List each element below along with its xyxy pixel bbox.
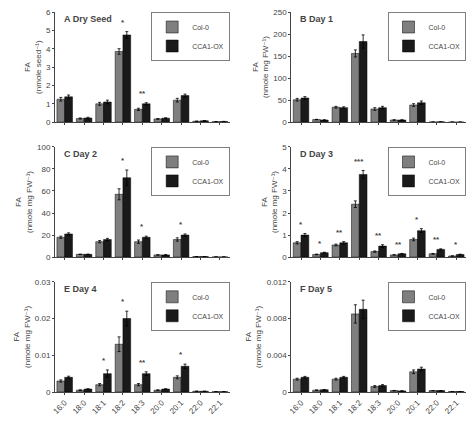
svg-text:20:0: 20:0 — [385, 398, 403, 416]
svg-text:FA(nmole mg FW⁻¹): FA(nmole mg FW⁻¹) — [244, 306, 263, 368]
svg-text:0: 0 — [282, 388, 287, 397]
svg-text:18:1: 18:1 — [327, 398, 345, 416]
svg-text:*: * — [121, 297, 125, 306]
svg-text:***: *** — [354, 157, 364, 166]
svg-text:*: * — [179, 220, 183, 229]
svg-text:4: 4 — [282, 165, 287, 174]
svg-text:D Day 3: D Day 3 — [300, 149, 333, 159]
svg-text:20:0: 20:0 — [149, 398, 167, 416]
svg-text:1: 1 — [46, 100, 51, 109]
svg-text:0: 0 — [46, 118, 51, 127]
svg-text:22:1: 22:1 — [207, 398, 225, 416]
svg-text:*: * — [318, 239, 322, 248]
svg-text:CCA1-OX: CCA1-OX — [192, 43, 223, 50]
svg-text:FA(nmole seed⁻¹): FA(nmole seed⁻¹) — [23, 40, 42, 94]
svg-text:2: 2 — [282, 209, 287, 218]
svg-text:F Day 5: F Day 5 — [300, 284, 332, 294]
svg-text:A Dry Seed: A Dry Seed — [64, 14, 112, 24]
svg-text:0.01: 0.01 — [35, 351, 51, 360]
svg-text:5: 5 — [282, 143, 287, 152]
svg-text:16:0: 16:0 — [288, 398, 306, 416]
svg-text:0.004: 0.004 — [267, 351, 288, 360]
svg-text:0.012: 0.012 — [267, 278, 288, 287]
svg-text:0: 0 — [282, 253, 287, 262]
svg-text:6: 6 — [46, 8, 51, 17]
svg-text:CCA1-OX: CCA1-OX — [192, 313, 223, 320]
svg-text:**: ** — [375, 231, 382, 240]
svg-text:Col-0: Col-0 — [192, 159, 209, 166]
svg-text:18:2: 18:2 — [110, 398, 128, 416]
svg-text:**: ** — [336, 228, 343, 237]
svg-text:B Day 1: B Day 1 — [300, 14, 333, 24]
svg-text:18:2: 18:2 — [346, 398, 364, 416]
svg-text:18:1: 18:1 — [90, 398, 108, 416]
svg-text:18:0: 18:0 — [307, 398, 325, 416]
svg-text:Col-0: Col-0 — [192, 294, 209, 301]
svg-text:E Day 4: E Day 4 — [64, 284, 97, 294]
svg-text:*: * — [179, 350, 183, 359]
svg-text:*: * — [415, 215, 419, 224]
svg-text:250: 250 — [273, 8, 287, 17]
svg-text:CCA1-OX: CCA1-OX — [429, 178, 460, 185]
svg-text:100: 100 — [273, 74, 287, 83]
svg-text:**: ** — [139, 358, 146, 367]
svg-text:22:0: 22:0 — [187, 398, 205, 416]
svg-text:FA(nmole mg FW⁻¹): FA(nmole mg FW⁻¹) — [260, 171, 279, 233]
svg-text:C Day 2: C Day 2 — [64, 149, 97, 159]
svg-text:100: 100 — [37, 143, 51, 152]
svg-text:*: * — [299, 220, 303, 229]
svg-text:200: 200 — [273, 30, 287, 39]
svg-text:CCA1-OX: CCA1-OX — [429, 313, 460, 320]
svg-text:4: 4 — [46, 45, 51, 54]
svg-text:*: * — [121, 18, 125, 27]
svg-text:50: 50 — [278, 96, 287, 105]
svg-text:Col-0: Col-0 — [429, 24, 446, 31]
svg-text:150: 150 — [273, 52, 287, 61]
svg-text:80: 80 — [41, 165, 50, 174]
svg-text:FA(nmole mg FW⁻¹): FA(nmole mg FW⁻¹) — [12, 306, 31, 368]
svg-text:20:1: 20:1 — [168, 398, 186, 416]
svg-text:5: 5 — [46, 26, 51, 35]
svg-text:CCA1-OX: CCA1-OX — [429, 43, 460, 50]
svg-text:3: 3 — [282, 187, 287, 196]
svg-text:16:0: 16:0 — [52, 398, 70, 416]
svg-text:0.008: 0.008 — [267, 314, 288, 323]
svg-text:*: * — [140, 222, 144, 231]
svg-text:FA(nmole mg FW⁻¹): FA(nmole mg FW⁻¹) — [251, 36, 270, 98]
svg-text:**: ** — [395, 240, 402, 249]
svg-text:1: 1 — [282, 231, 287, 240]
svg-text:0.02: 0.02 — [35, 314, 51, 323]
svg-text:18:3: 18:3 — [366, 398, 384, 416]
svg-text:20: 20 — [41, 231, 50, 240]
svg-text:0: 0 — [282, 118, 287, 127]
svg-text:20:1: 20:1 — [404, 398, 422, 416]
svg-text:Col-0: Col-0 — [429, 294, 446, 301]
svg-text:22:1: 22:1 — [443, 398, 461, 416]
svg-text:18:3: 18:3 — [129, 398, 147, 416]
svg-text:CCA1-OX: CCA1-OX — [192, 178, 223, 185]
svg-text:22:0: 22:0 — [424, 398, 442, 416]
svg-text:60: 60 — [41, 187, 50, 196]
svg-text:0: 0 — [46, 253, 51, 262]
svg-text:**: ** — [433, 235, 440, 244]
svg-text:Col-0: Col-0 — [192, 24, 209, 31]
svg-text:Col-0: Col-0 — [429, 159, 446, 166]
svg-text:2: 2 — [46, 81, 51, 90]
svg-text:0.03: 0.03 — [35, 278, 51, 287]
svg-text:0: 0 — [46, 388, 51, 397]
svg-text:40: 40 — [41, 209, 50, 218]
svg-text:*: * — [454, 240, 458, 249]
svg-text:3: 3 — [46, 63, 51, 72]
svg-text:*: * — [121, 156, 125, 165]
svg-text:*: * — [102, 356, 106, 365]
svg-text:FA(nmole mg FW⁻¹): FA(nmole mg FW⁻¹) — [14, 171, 33, 233]
svg-text:18:0: 18:0 — [71, 398, 89, 416]
svg-text:**: ** — [139, 89, 146, 98]
